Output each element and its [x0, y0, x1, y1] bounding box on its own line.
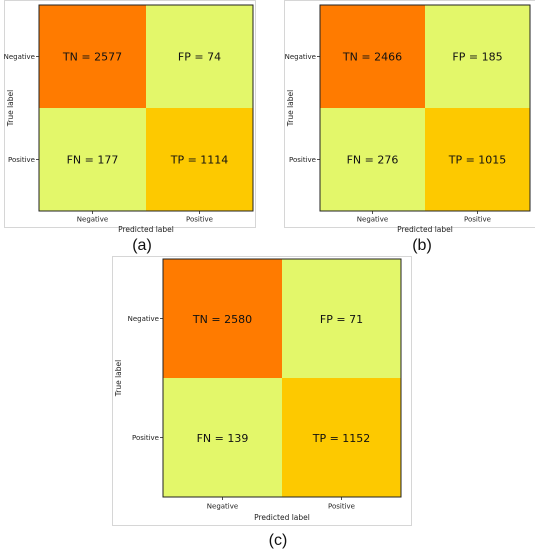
matrix-cell — [163, 259, 282, 378]
matrix-cell — [39, 108, 146, 211]
matrix-cell — [39, 5, 146, 108]
cell-value-label: FN = 177 — [67, 153, 119, 166]
y-axis-label: True label — [286, 90, 295, 127]
cell-value-label: FP = 71 — [320, 313, 363, 326]
cell-value-label: TN = 2577 — [62, 50, 122, 63]
matrix-cell — [146, 108, 253, 211]
y-axis-label: True label — [6, 90, 15, 127]
confusion-matrix-panel: TN = 2466 FP = 185 FN = 276 TP = 1015 Negati… — [284, 0, 535, 254]
plot-border — [38, 4, 254, 212]
y-tick-label: Negative — [285, 53, 316, 61]
cell-value-label: TN = 2580 — [192, 313, 252, 326]
cell-value-label: FP = 74 — [178, 50, 221, 63]
x-axis-label: Predicted label — [397, 225, 453, 234]
panel-frame — [4, 0, 256, 228]
y-axis-label: True label — [114, 360, 123, 397]
y-tick-label: Negative — [4, 53, 35, 61]
x-axis-label: Predicted label — [254, 513, 310, 522]
x-axis-label: Predicted label — [118, 225, 174, 234]
panel-caption: (b) — [412, 237, 432, 254]
confusion-matrix-panel: TN = 2580 FP = 71 FN = 139 TP = 1152 Negativ… — [112, 256, 412, 549]
matrix-cell — [425, 5, 530, 108]
plot-border — [319, 4, 531, 212]
x-tick-label: Positive — [328, 503, 355, 511]
x-tick-label: Positive — [186, 216, 213, 224]
y-tick-label: Positive — [8, 156, 35, 164]
cell-value-label: FN = 139 — [197, 432, 249, 445]
plot-border — [162, 258, 402, 498]
panel-frame — [284, 0, 535, 228]
matrix-cell — [146, 5, 253, 108]
x-tick-label: Negative — [77, 216, 108, 224]
cell-value-label: TP = 1152 — [312, 432, 371, 445]
x-tick-label: Positive — [464, 216, 491, 224]
cell-value-label: FN = 276 — [347, 153, 399, 166]
matrix-cell — [320, 5, 425, 108]
x-tick-label: Negative — [357, 216, 388, 224]
matrix-cell — [163, 378, 282, 497]
cell-value-label: TP = 1015 — [448, 153, 507, 166]
x-tick-label: Negative — [207, 503, 238, 511]
cell-value-label: TP = 1114 — [170, 153, 229, 166]
matrix-cell — [282, 378, 401, 497]
matrix-cell — [425, 108, 530, 211]
y-tick-label: Positive — [289, 156, 316, 164]
cell-value-label: FP = 185 — [452, 50, 502, 63]
confusion-matrix-panel: TN = 2577 FP = 74 FN = 177 TP = 1114 Negativ… — [4, 0, 256, 254]
matrix-cell — [282, 259, 401, 378]
y-tick-label: Positive — [132, 434, 159, 442]
panel-caption: (c) — [269, 532, 288, 549]
matrix-cell — [320, 108, 425, 211]
panel-frame — [112, 256, 412, 526]
cell-value-label: TN = 2466 — [342, 50, 402, 63]
panel-caption: (a) — [132, 237, 152, 254]
y-tick-label: Negative — [128, 315, 159, 323]
